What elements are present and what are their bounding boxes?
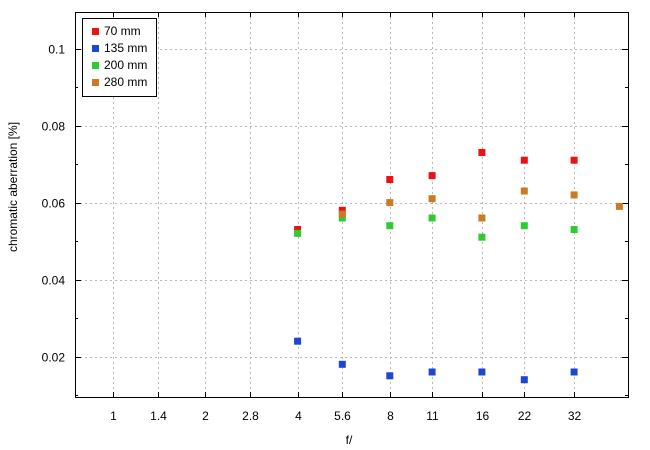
- legend-label: 135 mm: [104, 41, 147, 55]
- data-point-135-mm: [520, 376, 528, 384]
- legend: 70 mm 135 mm 200 mm 280 mm: [82, 18, 157, 97]
- legend-marker: [92, 79, 99, 86]
- x-tick-label: 2.8: [242, 409, 259, 423]
- data-point-280-mm: [520, 187, 528, 195]
- legend-label: 280 mm: [104, 75, 147, 89]
- data-point-135-mm: [338, 360, 346, 368]
- data-point-135-mm: [386, 372, 394, 380]
- y-tick-label: 0.08: [42, 120, 66, 134]
- x-tick-label: 2: [202, 409, 209, 423]
- axis-layer: 1 1.4 2 2.8 4 5.6 8 11 16 22 32 0.02 0.04 0.06 0.08 0.1: [42, 12, 629, 423]
- data-point-70-mm: [570, 156, 578, 164]
- data-point-280-mm: [615, 202, 623, 210]
- data-point-280-mm: [570, 191, 578, 199]
- legend-label: 70 mm: [104, 24, 141, 38]
- data-point-200-mm: [428, 214, 436, 222]
- data-point-70-mm: [338, 206, 346, 214]
- x-tick-label: 1: [110, 409, 117, 423]
- data-point-70-mm: [386, 176, 394, 183]
- x-tick-label: 5.6: [334, 409, 351, 423]
- data-point-70-mm: [428, 172, 436, 180]
- data-point-70-mm: [294, 226, 302, 233]
- data-point-280-mm: [338, 210, 346, 218]
- x-axis-title: f/: [346, 433, 353, 447]
- legend-label: 200 mm: [104, 58, 147, 72]
- grid-layer: [75, 12, 628, 397]
- data-point-200-mm: [570, 226, 578, 233]
- x-tick-label: 16: [476, 409, 490, 423]
- data-point-135-mm: [294, 337, 302, 345]
- y-tick-label: 0.02: [42, 351, 66, 365]
- x-tick-label: 8: [387, 409, 394, 423]
- data-point-280-mm: [428, 195, 436, 203]
- y-tick-label: 0.1: [48, 43, 65, 57]
- data-point-135-mm: [478, 368, 486, 376]
- data-point-280-mm: [478, 214, 486, 222]
- plot-frame: [75, 12, 629, 398]
- data-point-200-mm: [338, 214, 346, 222]
- x-tick-label: 22: [518, 409, 532, 423]
- x-tick-label: 1.4: [150, 409, 167, 423]
- data-point-70-mm: [520, 156, 528, 164]
- data-point-200-mm: [386, 222, 394, 230]
- data-point-135-mm: [428, 368, 436, 376]
- data-point-200-mm: [520, 222, 528, 230]
- legend-marker: [92, 62, 99, 69]
- data-point-135-mm: [570, 368, 578, 376]
- data-point-200-mm: [294, 229, 302, 237]
- x-tick-label: 4: [295, 409, 302, 423]
- data-point-200-mm: [478, 233, 486, 241]
- x-tick-label: 32: [568, 409, 582, 423]
- x-tick-label: 11: [426, 409, 439, 423]
- y-tick-label: 0.06: [42, 197, 66, 211]
- legend-marker: [92, 28, 99, 35]
- y-tick-label: 0.04: [42, 274, 66, 288]
- data-layer: [294, 149, 623, 384]
- data-point-280-mm: [386, 199, 394, 207]
- y-axis-title: chromatic aberration [%]: [6, 122, 20, 252]
- legend-marker: [92, 45, 99, 52]
- data-point-70-mm: [478, 149, 486, 156]
